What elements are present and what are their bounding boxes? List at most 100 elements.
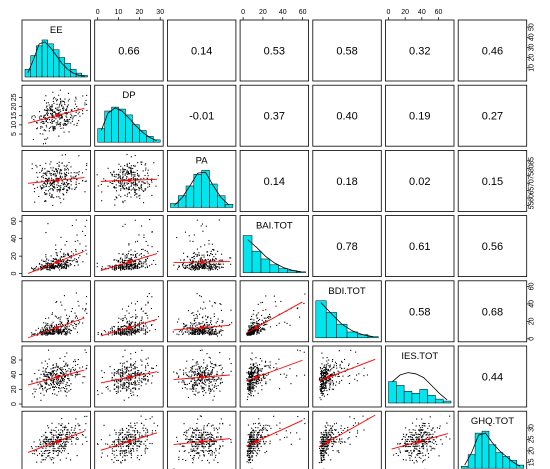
data-point — [53, 379, 55, 381]
data-point — [61, 440, 63, 442]
data-point — [53, 111, 55, 113]
data-point — [53, 436, 55, 438]
data-point — [329, 364, 331, 366]
data-point — [56, 369, 58, 371]
data-point — [183, 326, 185, 328]
data-point — [58, 449, 60, 451]
data-point — [68, 187, 70, 189]
data-point — [213, 256, 215, 258]
data-point — [191, 269, 193, 271]
data-point — [67, 254, 69, 256]
data-point — [122, 384, 124, 386]
data-point — [198, 368, 200, 370]
data-point — [193, 314, 195, 316]
data-point — [203, 264, 205, 266]
data-point — [53, 120, 55, 122]
data-point — [53, 261, 55, 263]
data-point — [195, 368, 197, 370]
data-point — [268, 317, 270, 319]
data-point — [122, 374, 124, 376]
data-point — [117, 385, 119, 387]
data-point — [65, 384, 67, 386]
data-point — [199, 349, 201, 351]
data-point — [47, 190, 49, 192]
data-point — [48, 388, 50, 390]
data-point — [42, 443, 44, 445]
data-point — [49, 452, 51, 454]
data-point — [52, 330, 54, 332]
data-point — [44, 173, 46, 175]
data-point — [45, 193, 47, 195]
data-point — [45, 138, 47, 140]
data-point — [204, 380, 206, 382]
data-point — [57, 267, 59, 269]
data-point — [63, 122, 65, 124]
data-point — [57, 123, 59, 125]
data-point — [137, 162, 139, 164]
data-point — [215, 264, 217, 266]
data-point — [132, 182, 134, 184]
data-point — [60, 437, 62, 439]
data-point — [117, 372, 119, 374]
data-point — [258, 329, 260, 331]
data-point — [56, 380, 58, 382]
data-point — [145, 358, 147, 360]
data-point — [52, 189, 54, 191]
data-point — [85, 308, 87, 310]
data-point — [76, 438, 78, 440]
data-point — [53, 184, 55, 186]
data-point — [130, 328, 132, 330]
data-point — [130, 263, 132, 265]
data-point — [59, 459, 61, 461]
data-point — [252, 375, 254, 377]
data-point — [256, 317, 258, 319]
data-point — [120, 381, 122, 383]
data-point — [119, 182, 121, 184]
data-point — [124, 255, 126, 257]
data-point — [117, 326, 119, 328]
data-point — [53, 127, 55, 129]
data-point — [132, 377, 134, 379]
data-point — [61, 423, 63, 425]
data-point — [202, 264, 204, 266]
data-point — [204, 381, 206, 383]
data-point — [86, 103, 88, 105]
data-point — [210, 390, 212, 392]
data-point — [63, 165, 65, 167]
data-point — [53, 96, 55, 98]
data-point — [250, 382, 252, 384]
data-point — [201, 259, 203, 261]
data-point — [44, 443, 46, 445]
data-point — [134, 333, 136, 335]
data-point — [128, 265, 130, 267]
data-point — [215, 258, 217, 260]
data-point — [52, 462, 54, 464]
data-point — [199, 263, 201, 265]
data-point — [330, 369, 332, 371]
data-point — [199, 259, 201, 261]
data-point — [321, 384, 323, 386]
histogram-bar — [251, 250, 262, 273]
data-point — [325, 376, 327, 378]
data-point — [138, 329, 140, 331]
data-point — [65, 173, 67, 175]
data-point — [203, 333, 205, 335]
data-point — [41, 180, 43, 182]
data-point — [54, 173, 56, 175]
data-point — [256, 366, 258, 368]
data-point — [46, 266, 48, 268]
data-point — [269, 316, 271, 318]
data-point — [145, 259, 147, 261]
data-point — [107, 167, 109, 169]
data-point — [101, 392, 103, 394]
data-point — [157, 251, 159, 253]
data-point — [143, 254, 145, 256]
data-point — [151, 324, 153, 326]
data-point — [65, 264, 67, 266]
data-point — [65, 328, 67, 330]
data-point — [208, 324, 210, 326]
data-point — [55, 426, 57, 428]
data-point — [60, 189, 62, 191]
data-point — [72, 369, 74, 371]
data-point — [120, 196, 122, 198]
